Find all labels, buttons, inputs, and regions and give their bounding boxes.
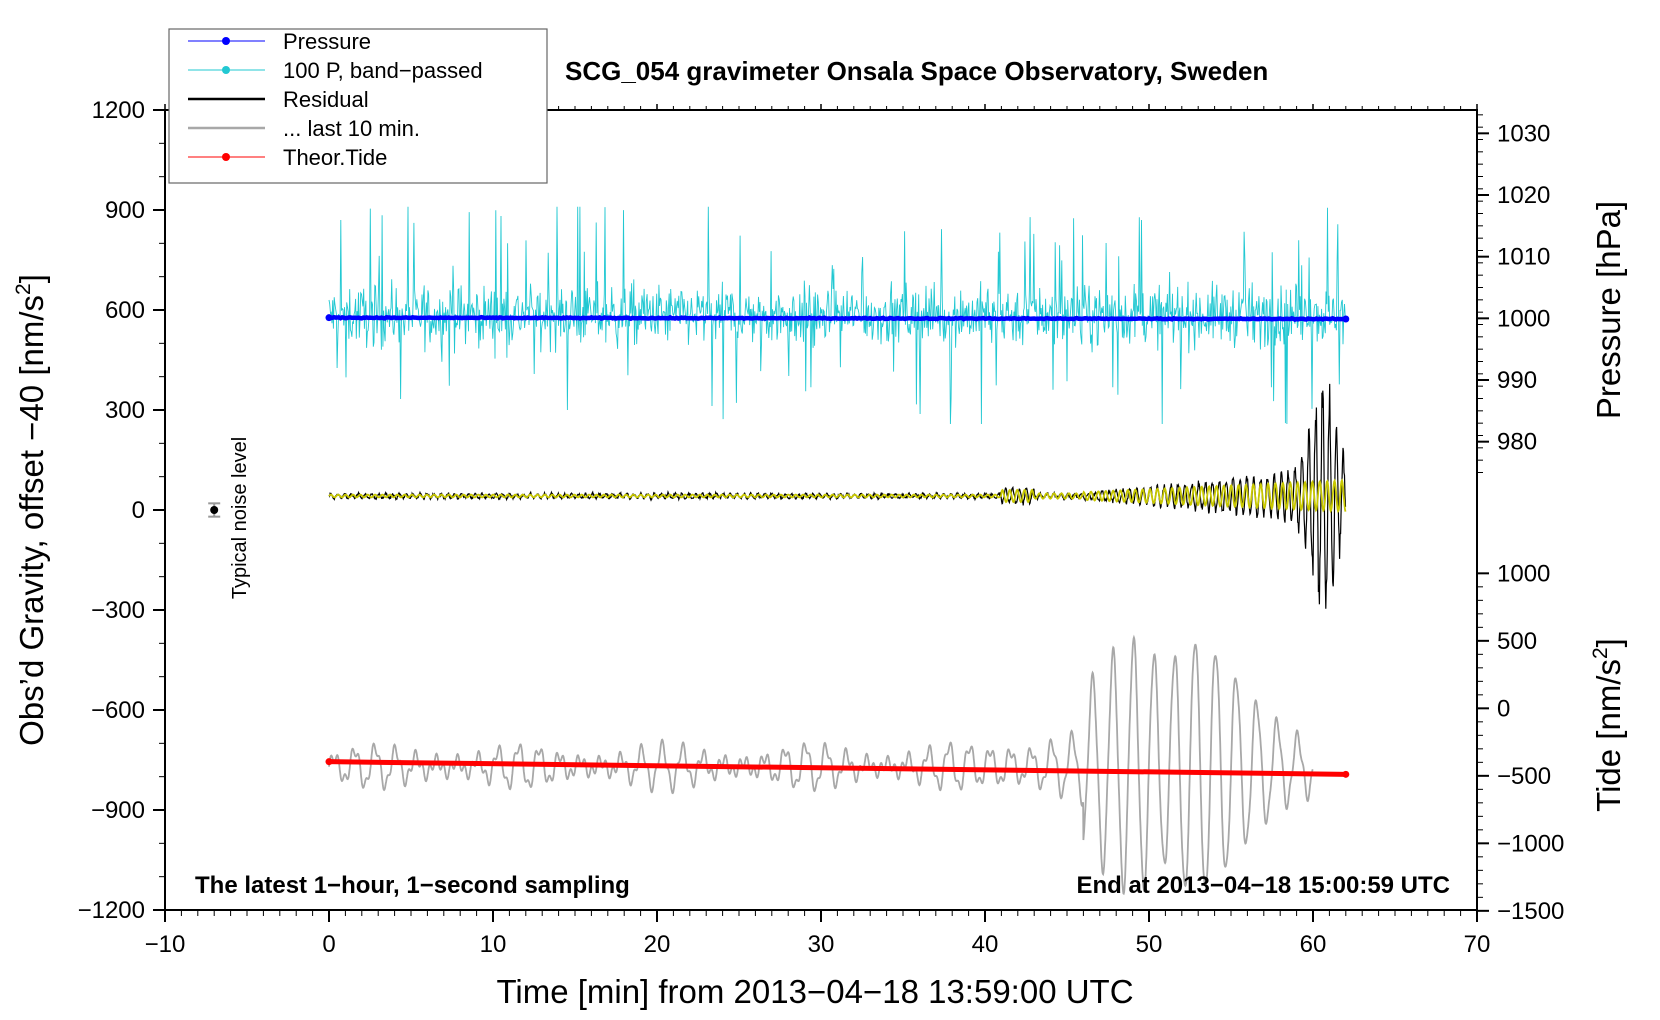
x-tick-label: 30 <box>808 931 835 958</box>
series-pressure-line <box>328 314 1345 323</box>
noise-level-indicator <box>208 502 221 518</box>
legend-label: Pressure <box>283 29 371 54</box>
series-layer <box>325 206 1350 896</box>
series-residual-filtered-line <box>328 478 1347 514</box>
y-axis-tide: 1000 500 0 −500 −1000 −1500 <box>1477 560 1564 925</box>
legend-label: Theor.Tide <box>283 145 387 170</box>
tide-tick-label: 500 <box>1497 628 1537 655</box>
y-axis-pressure: 1030 1020 1010 1000 990 980 <box>1477 114 1550 473</box>
legend-swatch-marker <box>222 153 230 161</box>
x-tick-label: 40 <box>972 931 999 958</box>
x-axis-title: Time [min] from 2013−04−18 13:59:00 UTC <box>496 973 1133 1010</box>
x-tick-label: 70 <box>1464 931 1491 958</box>
annotation-sampling: The latest 1−hour, 1−second sampling <box>195 872 630 899</box>
pressure-tick-label: 1020 <box>1497 182 1550 209</box>
y-tick-label: 600 <box>105 297 145 324</box>
x-axis: −10 0 10 20 30 40 50 60 70 <box>145 104 1491 958</box>
legend-label: 100 P, band−passed <box>283 58 483 83</box>
x-tick-label: 10 <box>480 931 507 958</box>
chart-title: SCG_054 gravimeter Onsala Space Observat… <box>565 56 1268 86</box>
y-axis-title-pressure: Pressure [hPa] <box>1590 201 1627 419</box>
y-tick-label: −600 <box>91 697 145 724</box>
y-axis-title-left-end: ] <box>13 274 50 283</box>
y-tick-label: −300 <box>91 597 145 624</box>
y-tick-label: −900 <box>91 797 145 824</box>
pressure-tick-label: 990 <box>1497 367 1537 394</box>
legend-label: Residual <box>283 87 369 112</box>
x-tick-label: 20 <box>644 931 671 958</box>
legend-label: ... last 10 min. <box>283 116 420 141</box>
series-pressure-end-point <box>1342 315 1350 323</box>
series-band-passed-line <box>328 206 1346 425</box>
tide-tick-label: −1500 <box>1497 898 1564 925</box>
y-tick-label: 900 <box>105 197 145 224</box>
tide-tick-label: 1000 <box>1497 560 1550 587</box>
tide-tick-label: −1000 <box>1497 830 1564 857</box>
series-tide-line <box>328 759 1346 777</box>
x-tick-label: 50 <box>1136 931 1163 958</box>
y-axis-title-tide-sup: 2 <box>1589 647 1612 659</box>
pressure-tick-label: 1010 <box>1497 244 1550 271</box>
pressure-tick-label: 1000 <box>1497 305 1550 332</box>
series-tide-end-point <box>1342 770 1350 778</box>
noise-level-label: Typical noise level <box>229 437 251 599</box>
x-tick-label: 60 <box>1300 931 1327 958</box>
y-axis-title-left: Obs’d Gravity, offset −40 [nm/s2] <box>12 274 50 746</box>
legend: Pressure 100 P, band−passed Residual ... la… <box>168 28 548 184</box>
legend-swatch-marker <box>222 66 230 74</box>
legend-swatch-marker <box>222 37 230 45</box>
y-axis-title-tide-end: ] <box>1590 638 1627 647</box>
y-axis-title-tide-main: Tide [nm/s <box>1590 659 1627 812</box>
tide-tick-label: 0 <box>1497 695 1510 722</box>
y-tick-label: 0 <box>132 497 145 524</box>
y-tick-label: −1200 <box>78 897 145 924</box>
series-tide-start-point <box>325 758 333 766</box>
pressure-tick-label: 1030 <box>1497 120 1550 147</box>
x-tick-label: 0 <box>322 931 335 958</box>
tide-tick-label: −500 <box>1497 763 1551 790</box>
pressure-tick-label: 980 <box>1497 429 1537 456</box>
y-axis-left: 1200 900 600 300 0 −300 −600 −900 −1200 <box>78 97 165 924</box>
series-pressure-start-point <box>325 314 333 322</box>
noise-point <box>210 506 219 514</box>
y-tick-label: 300 <box>105 397 145 424</box>
x-tick-label: −10 <box>145 931 186 958</box>
y-axis-title-left-main: Obs’d Gravity, offset −40 [nm/s <box>13 295 50 746</box>
y-axis-title-left-sup: 2 <box>12 283 35 295</box>
annotation-end-time: End at 2013−04−18 15:00:59 UTC <box>1076 872 1450 899</box>
y-tick-label: 1200 <box>92 97 145 124</box>
y-axis-title-tide: Tide [nm/s2] <box>1589 638 1627 812</box>
